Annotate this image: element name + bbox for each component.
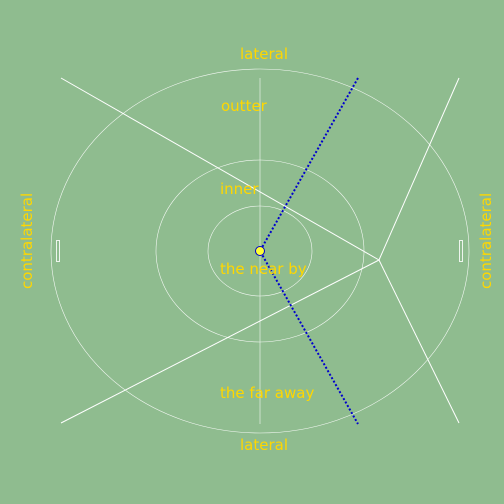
right-marker	[459, 240, 463, 262]
label-lateral-bottom: lateral	[240, 436, 288, 454]
left-marker	[56, 240, 60, 262]
label-outer: outter	[221, 97, 267, 115]
upper-left-line	[60, 77, 380, 261]
center-dot	[255, 246, 265, 256]
lower-left-line	[60, 259, 380, 424]
label-inner: inner	[220, 180, 259, 198]
label-contralateral-left: contralateral	[18, 192, 36, 289]
dotted-path	[258, 77, 359, 425]
lower-right-line	[378, 259, 460, 424]
label-near-by: the near by	[220, 260, 307, 278]
label-contralateral-right: contralateral	[477, 192, 495, 289]
label-lateral-top: lateral	[240, 45, 288, 63]
outer-ring	[50, 68, 470, 434]
upper-right-line	[378, 77, 460, 261]
label-far-away: the far away	[220, 384, 315, 402]
